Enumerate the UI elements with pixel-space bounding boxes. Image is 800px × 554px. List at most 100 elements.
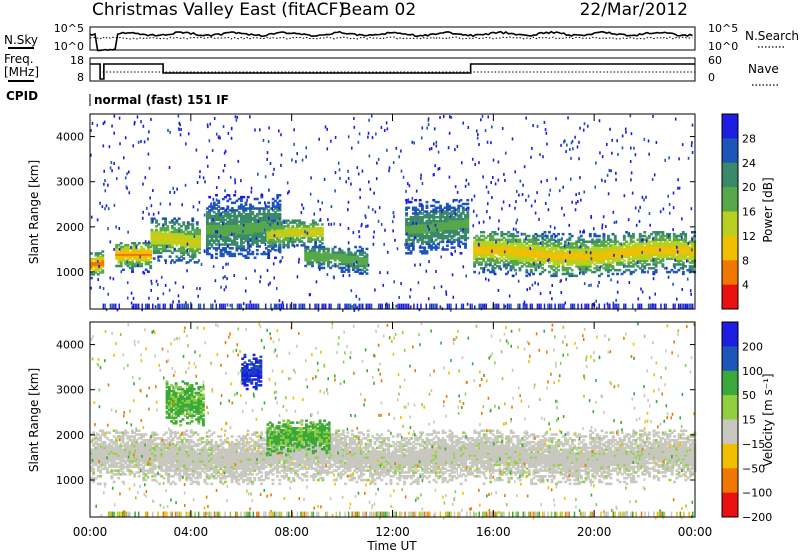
heatmap-cell <box>393 215 395 219</box>
heatmap-cell <box>320 247 324 251</box>
heatmap-cell <box>561 261 565 264</box>
heatmap-cell <box>541 244 545 247</box>
heatmap-cell <box>591 270 595 274</box>
heatmap-cell <box>479 267 483 270</box>
heatmap-cell <box>650 259 653 262</box>
heatmap-cell <box>638 267 642 270</box>
heatmap-cell <box>511 261 515 264</box>
heatmap-cell <box>627 251 631 255</box>
heatmap-cell <box>253 228 257 231</box>
heatmap-cell <box>501 207 503 211</box>
heatmap-cell <box>149 245 153 249</box>
heatmap-cell <box>552 268 556 272</box>
heatmap-cell <box>448 208 452 211</box>
heatmap-cell <box>465 207 468 211</box>
heatmap-cell <box>237 212 241 216</box>
heatmap-cell <box>253 237 257 241</box>
heatmap-cell <box>205 241 209 244</box>
heatmap-cell <box>559 261 563 264</box>
heatmap-cell <box>130 301 133 305</box>
heatmap-cell <box>99 456 102 459</box>
heatmap-cell <box>541 249 545 253</box>
noise-panel: N.Sky 10^5 10^0 10^5 10^0 N.Search <box>4 22 799 53</box>
heatmap-cell <box>340 270 344 273</box>
heatmap-cell <box>175 244 179 247</box>
heatmap-cell <box>212 230 216 233</box>
heatmap-cell <box>613 253 617 257</box>
heatmap-cell <box>147 137 149 141</box>
heatmap-cell <box>607 259 610 262</box>
heatmap-cell <box>239 199 243 203</box>
heatmap-cell <box>572 253 576 257</box>
heatmap-cell <box>333 259 337 262</box>
heatmap-cell <box>525 251 529 255</box>
heatmap-cell <box>681 238 685 242</box>
heatmap-cell <box>187 132 190 136</box>
heatmap-cell <box>475 249 479 253</box>
heatmap-cell <box>208 139 211 143</box>
heatmap-cell <box>179 234 183 238</box>
heatmap-cell <box>224 248 227 252</box>
heatmap-cell <box>282 238 286 241</box>
heatmap-cell <box>119 259 123 262</box>
heatmap-cell <box>416 233 420 236</box>
heatmap-cell <box>260 212 264 216</box>
heatmap-cell <box>479 263 483 266</box>
heatmap-cell <box>420 212 424 215</box>
heatmap-cell <box>329 253 333 256</box>
heatmap-cell <box>459 223 463 227</box>
heatmap-cell <box>418 238 422 242</box>
heatmap-cell <box>439 208 443 211</box>
heatmap-cell <box>484 263 488 266</box>
heatmap-cell <box>90 267 93 270</box>
heatmap-cell <box>654 292 656 296</box>
heatmap-cell <box>298 240 302 243</box>
heatmap-cell <box>634 263 638 266</box>
heatmap-cell <box>464 246 467 249</box>
heatmap-cell <box>536 251 540 255</box>
heatmap-cell <box>128 262 132 266</box>
heatmap-cell <box>638 240 642 243</box>
heatmap-cell <box>455 214 458 217</box>
heatmap-cell <box>407 234 411 238</box>
heatmap-cell <box>679 251 683 255</box>
heatmap-cell <box>224 149 227 153</box>
heatmap-cell <box>159 251 163 255</box>
heatmap-cell <box>554 263 558 266</box>
heatmap-cell <box>688 249 692 253</box>
heatmap-cell <box>411 212 415 215</box>
heatmap-cell <box>439 204 443 208</box>
heatmap-cell <box>536 244 540 247</box>
heatmap-cell <box>509 234 513 238</box>
heatmap-cell <box>249 203 252 206</box>
heatmap-cell <box>228 224 232 227</box>
heatmap-cell <box>423 229 427 232</box>
heatmap-cell <box>94 267 98 270</box>
heatmap-cell <box>186 225 190 228</box>
heatmap-cell <box>332 275 335 279</box>
heatmap-cell <box>425 204 429 208</box>
heatmap-cell <box>584 248 588 251</box>
heatmap-cell <box>516 244 520 247</box>
heatmap-cell <box>659 242 663 245</box>
heatmap-cell <box>554 303 556 310</box>
heatmap-cell <box>277 232 281 236</box>
heatmap-cell <box>527 265 531 268</box>
heatmap-cell <box>543 261 547 264</box>
heatmap-cell <box>579 268 583 272</box>
heatmap-cell <box>409 216 413 219</box>
heatmap-cell <box>577 246 581 249</box>
heatmap-cell <box>545 249 549 253</box>
heatmap-cell <box>634 246 638 249</box>
heatmap-cell <box>349 303 352 310</box>
heatmap-cell <box>212 205 216 208</box>
heatmap-cell <box>679 242 683 245</box>
heatmap-cell <box>321 303 323 310</box>
heatmap-cell <box>550 246 554 249</box>
heatmap-cell <box>170 234 174 238</box>
heatmap-cell <box>554 274 558 278</box>
heatmap-cell <box>148 130 150 134</box>
heatmap-cell <box>286 228 290 232</box>
heatmap-cell <box>609 261 613 264</box>
heatmap-cell <box>414 206 418 210</box>
